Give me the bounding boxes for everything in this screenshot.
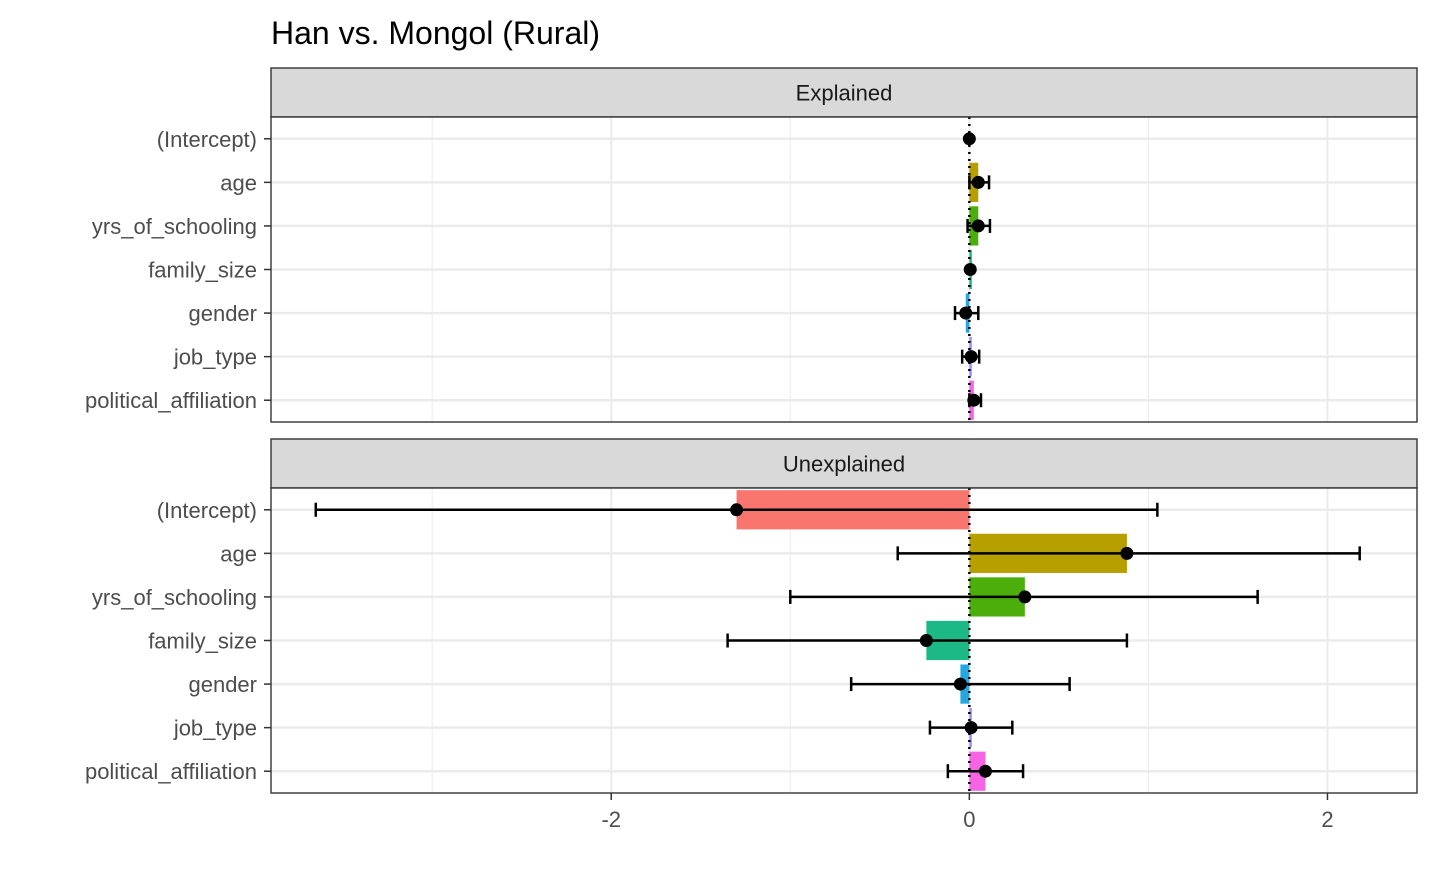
y-tick-label-yrs-of-schooling: yrs_of_schooling [92,585,257,610]
panel-border-unexplained [270,487,1418,794]
point-unexplained-age [1120,546,1134,560]
y-tick-label-family-size: family_size [148,629,257,654]
point-explained-family-size [963,263,977,276]
y-tick-label-job-type: job_type [173,345,257,370]
strip-unexplained [270,438,1418,489]
strip-label-unexplained: Unexplained [783,452,905,477]
y-tick-label-age: age [220,541,257,566]
point-explained-yrs-of-schooling [971,219,985,233]
strip-label-explained: Explained [796,81,893,106]
point-unexplained-gender [953,677,967,691]
x-axis: -2 0 2 [601,793,1334,832]
point-explained-gender [959,306,973,320]
y-tick-label-political-affiliation: political_affiliation [85,759,257,784]
x-tick-label: 0 [963,807,975,832]
x-tick-label: -2 [601,807,621,832]
y-tick-label-gender: gender [188,672,257,697]
point-explained-age [971,175,985,189]
panel-border-explained [270,116,1418,423]
y-tick-label-political-affiliation: political_affiliation [85,388,257,413]
y-tick-label-family-size: family_size [148,258,257,283]
chart-title: Han vs. Mongol (Rural) [271,15,600,51]
point-unexplained-family-size [919,634,933,647]
y-tick-label-job-type: job_type [173,716,257,741]
point-unexplained-job-type [964,721,978,735]
point-explained-intercept [962,132,976,146]
y-tick-label-yrs-of-schooling: yrs_of_schooling [92,214,257,239]
y-tick-label-gender: gender [188,301,257,326]
point-unexplained-political-affiliation [978,764,992,778]
panel-unexplained: Unexplained (Intercept) age yrs_of_schoolin… [85,438,1418,794]
panel-explained: Explained (Intercept) age yrs_of_schoolingf… [85,67,1418,423]
y-tick-label-age: age [220,170,257,195]
point-unexplained-intercept [730,503,744,517]
point-explained-job-type [964,350,978,364]
point-unexplained-yrs-of-schooling [1018,590,1032,604]
strip-explained [270,67,1418,118]
x-tick-label: 2 [1321,807,1333,832]
y-tick-label-intercept: (Intercept) [157,498,257,523]
point-explained-political-affiliation [967,393,981,407]
y-tick-label-intercept: (Intercept) [157,127,257,152]
